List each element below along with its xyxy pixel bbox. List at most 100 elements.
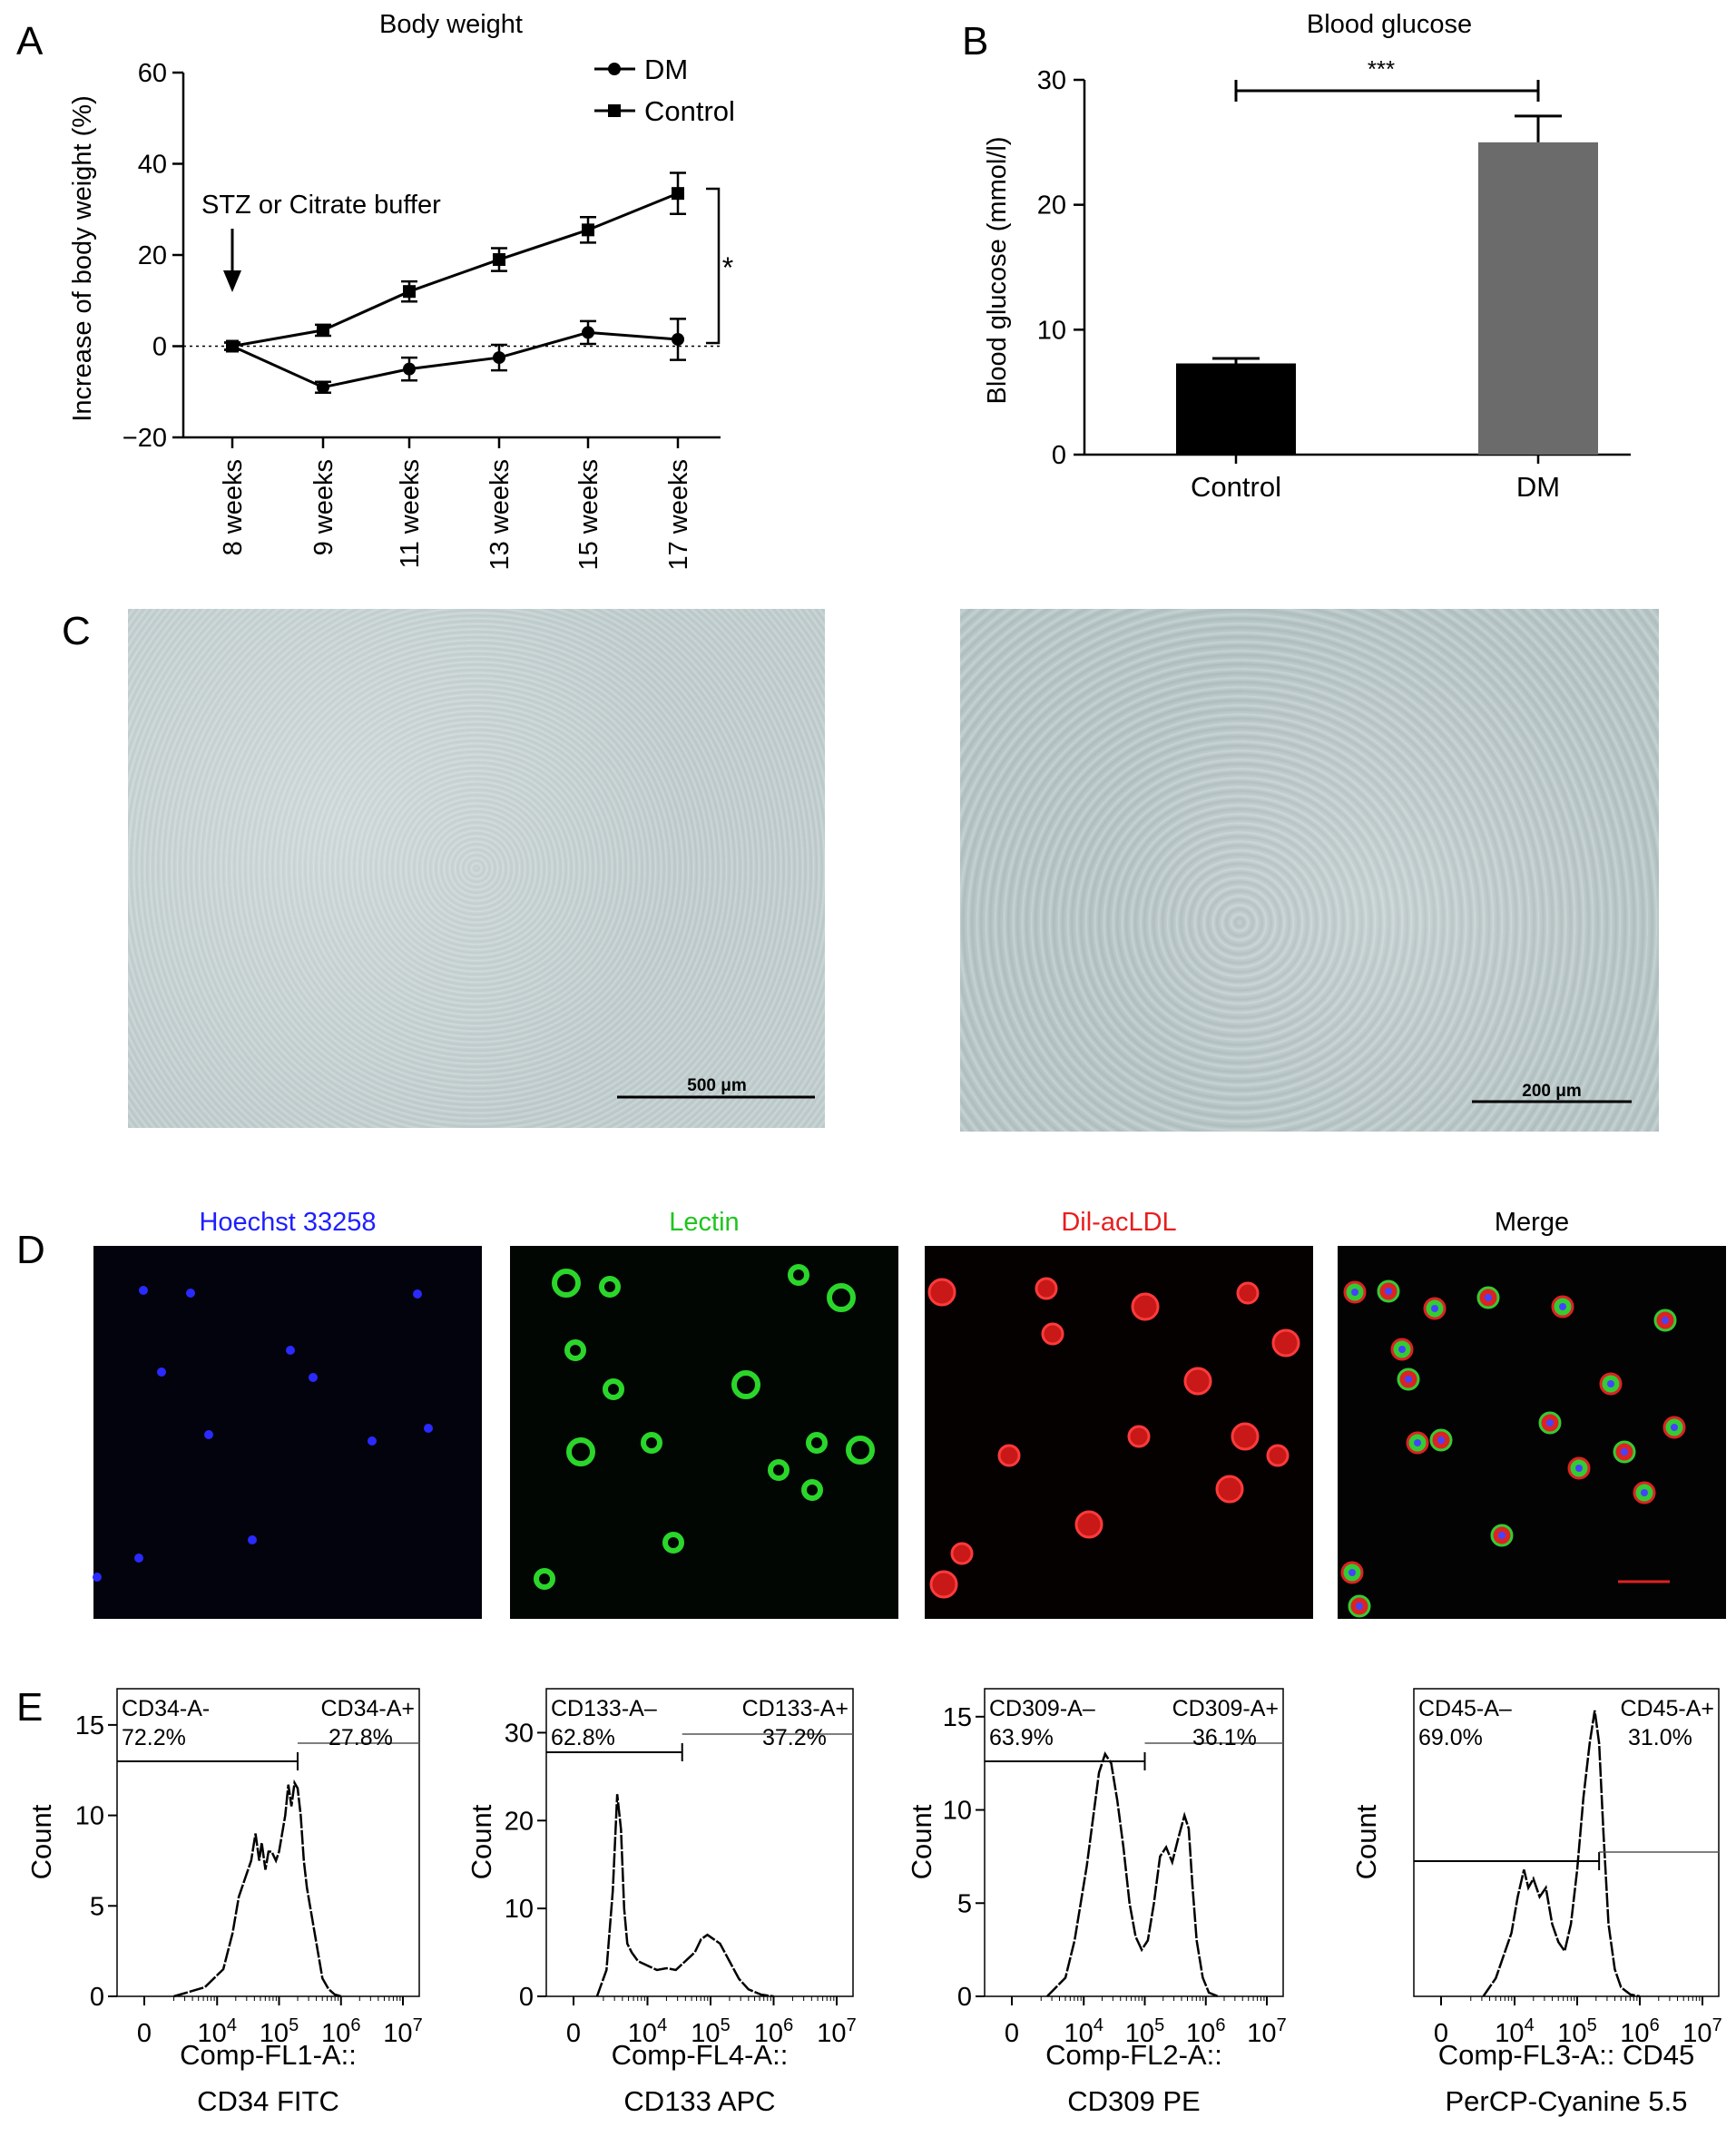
histogram-xlabel-line2: PerCP-Cyanine 5.5	[1445, 2085, 1687, 2117]
histogram-xtick-exponent: 7	[1712, 2015, 1722, 2035]
histogram-xtick-label: 107	[1247, 2015, 1286, 2048]
panel-label-d: D	[16, 1228, 45, 1272]
data-point-dm	[403, 362, 416, 376]
nucleus-dot	[286, 1346, 295, 1355]
lectin-cell	[846, 1436, 875, 1465]
lectin-cell	[801, 1479, 823, 1501]
histogram-ylabel: Count	[906, 1804, 937, 1879]
histogram-ytick-label: 0	[90, 1983, 104, 2012]
histogram-xtick-exponent: 7	[413, 2015, 423, 2035]
lectin-cell	[534, 1568, 555, 1590]
panel-label-e: E	[16, 1685, 43, 1730]
fluorescence-title-lectin: Lectin	[669, 1208, 739, 1237]
nucleus-dot	[204, 1430, 213, 1439]
scale-bar-label-high-mag: 200 μm	[1522, 1082, 1582, 1101]
data-point-dm	[672, 332, 684, 346]
merged-nucleus	[1437, 1436, 1445, 1444]
body-weight-ytick-label: 60	[138, 59, 167, 88]
acldl-cell	[1271, 1328, 1300, 1358]
gate-negative-label: CD309-A–	[989, 1696, 1095, 1721]
merged-nucleus	[1398, 1346, 1406, 1353]
lectin-cell	[731, 1370, 760, 1399]
stz-arrow-head	[223, 270, 241, 292]
series-line-control	[231, 191, 679, 348]
legend-marker-control	[608, 104, 621, 117]
histogram-xtick-exponent: 4	[1525, 2015, 1535, 2035]
acldl-cell	[927, 1278, 956, 1307]
legend-marker-dm	[608, 63, 621, 75]
significance-bracket	[706, 187, 721, 345]
body-weight-xtick-label: 17 weeks	[664, 459, 693, 571]
nucleus-dot	[368, 1436, 377, 1446]
acldl-cell	[1131, 1292, 1160, 1321]
body-weight-ytick-label: −20	[123, 424, 167, 453]
merged-nucleus	[1498, 1532, 1506, 1539]
acldl-cell	[1236, 1281, 1260, 1305]
fluorescence-cells	[93, 1264, 1686, 1618]
histogram-xtick-exponent: 7	[1277, 2015, 1287, 2035]
panel-label-a: A	[16, 19, 44, 64]
histogram-frame	[116, 1688, 420, 1997]
histogram-xlabel-line2: CD34 FITC	[197, 2085, 339, 2117]
nucleus-dot	[139, 1286, 148, 1295]
histogram-xtick-exponent: 4	[1094, 2015, 1103, 2035]
panel-label-c: C	[62, 609, 91, 653]
body-weight-xtick-label: 11 weeks	[396, 459, 425, 568]
lectin-cell	[827, 1283, 856, 1312]
lectin-cell	[788, 1264, 809, 1286]
acldl-cell	[1035, 1277, 1058, 1300]
lectin-cell	[806, 1432, 828, 1454]
body-weight-ylabel: Increase of body weight (%)	[68, 95, 97, 421]
histogram-xtick-label: 0	[1005, 2019, 1019, 2048]
lectin-cell	[564, 1339, 586, 1361]
lectin-cell	[603, 1378, 624, 1400]
acldl-cell	[997, 1444, 1021, 1467]
panel-label-b: B	[962, 19, 988, 64]
histogram-xtick-label: 107	[383, 2015, 422, 2048]
histogram-xtick-exponent: 6	[1650, 2015, 1660, 2035]
data-point-dm	[582, 326, 594, 339]
merged-nucleus	[1662, 1317, 1669, 1324]
histogram-ytick-label: 10	[943, 1797, 972, 1826]
scale-bar-label-low-mag: 500 μm	[687, 1076, 747, 1095]
body-weight-ytick-label: 20	[138, 241, 167, 270]
body-weight-xtick-label: 8 weeks	[219, 459, 248, 555]
blood-glucose-chart: Blood glucose Blood glucose (mmol/l) ***…	[983, 10, 1631, 503]
stz-annotation: STZ or Citrate buffer	[201, 191, 441, 220]
histogram-xtick-exponent: 4	[657, 2015, 667, 2035]
body-weight-xtick-label: 9 weeks	[309, 459, 338, 555]
gate-negative-pct: 63.9%	[989, 1725, 1054, 1750]
histogram-xtick-label: 0	[566, 2019, 581, 2048]
legend-label-control: Control	[644, 95, 735, 127]
histogram-xtick-exponent: 6	[783, 2015, 793, 2035]
nucleus-dot	[134, 1554, 143, 1563]
lectin-cell	[599, 1276, 621, 1298]
histogram-xtick-exponent: 4	[227, 2015, 237, 2035]
bar-dm	[1478, 142, 1598, 456]
histogram-frame	[545, 1688, 854, 1997]
merged-nucleus	[1385, 1288, 1392, 1295]
blood-glucose-ytick-label: 10	[1037, 316, 1066, 345]
histogram-xtick-exponent: 5	[1587, 2015, 1597, 2035]
merged-nucleus	[1641, 1489, 1648, 1496]
acldl-cell	[1231, 1422, 1260, 1451]
merged-nucleus	[1575, 1465, 1583, 1472]
histogram-xtick-exponent: 7	[847, 2015, 857, 2035]
blood-glucose-xtick-label: DM	[1516, 471, 1560, 503]
histogram-xlabel-line2: CD133 APC	[623, 2085, 775, 2117]
histogram-ytick-label: 30	[505, 1719, 534, 1748]
fluorescence-hoechst	[93, 1246, 482, 1619]
histogram-ytick-label: 0	[957, 1983, 972, 2012]
gate-positive-pct: 31.0%	[1628, 1725, 1692, 1750]
histogram-ylabel: Count	[466, 1804, 497, 1879]
merged-nucleus	[1559, 1303, 1566, 1310]
merged-nucleus	[1351, 1289, 1358, 1296]
lectin-cell	[552, 1269, 581, 1298]
merged-nucleus	[1431, 1305, 1438, 1312]
histogram-xtick-label: 107	[817, 2015, 856, 2048]
body-weight-xtick-label: 13 weeks	[485, 459, 515, 571]
acldl-cell	[1183, 1367, 1212, 1396]
merged-nucleus	[1349, 1569, 1356, 1576]
